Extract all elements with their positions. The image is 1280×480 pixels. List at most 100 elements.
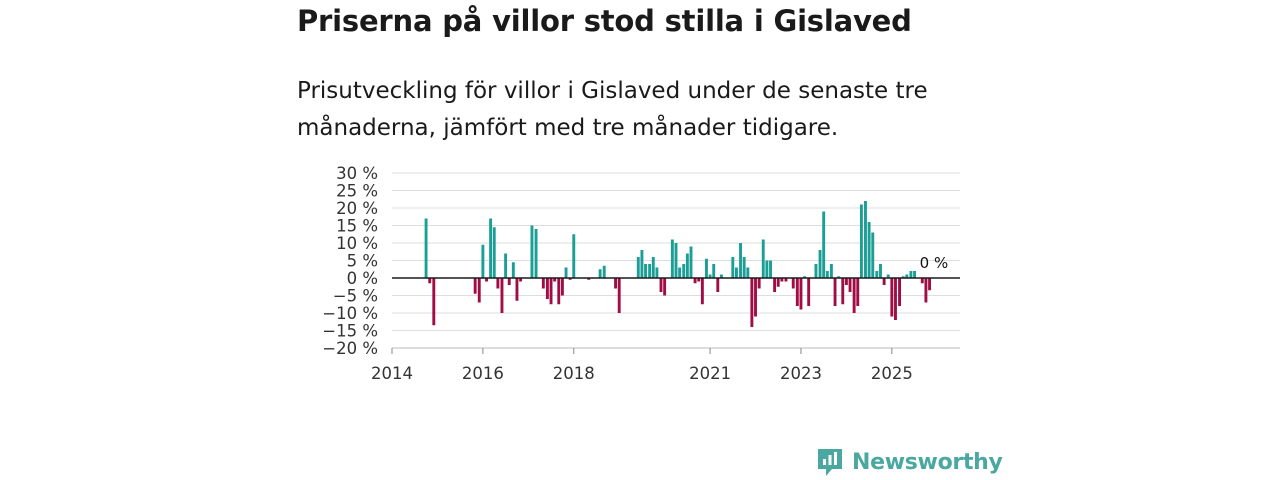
bar (803, 276, 807, 278)
bar (704, 258, 708, 278)
bar (541, 278, 545, 289)
bar (485, 278, 488, 282)
bar (648, 264, 652, 278)
bar (678, 267, 682, 278)
bar (602, 265, 606, 278)
bar (898, 278, 902, 306)
bar (837, 276, 841, 278)
bars (424, 201, 936, 327)
newsworthy-icon (818, 449, 842, 476)
bar (424, 218, 428, 278)
bar (879, 264, 882, 278)
bar (848, 278, 852, 292)
bar (504, 253, 508, 278)
bar (685, 253, 689, 278)
bar (822, 211, 826, 278)
x-tick-label: 2021 (689, 364, 731, 383)
bar (545, 278, 549, 299)
bar (734, 267, 738, 278)
y-tick-label: 5 % (347, 252, 378, 271)
labels: 30 %25 %20 %15 %10 %5 %0 %−5 %−10 %−15 %… (322, 164, 948, 383)
bar (841, 278, 845, 305)
x-tick-label: 2018 (553, 364, 595, 383)
bar (844, 278, 848, 285)
bar (492, 227, 496, 278)
bar (712, 264, 716, 278)
bar (700, 278, 704, 305)
x-tick-label: 2023 (780, 364, 822, 383)
y-tick-label: 10 % (336, 234, 378, 253)
bar (659, 278, 663, 292)
bar (780, 278, 784, 282)
bar (614, 278, 618, 289)
bar (697, 278, 701, 282)
bar (553, 278, 557, 282)
bar (617, 278, 621, 313)
bar (814, 264, 818, 278)
bar (852, 278, 856, 313)
bar (890, 278, 894, 317)
bar (557, 278, 561, 305)
bar (500, 278, 504, 313)
bar (640, 250, 644, 278)
bar (807, 278, 811, 306)
bar (496, 278, 500, 289)
y-tick-label: −15 % (322, 322, 378, 341)
bar (689, 246, 693, 278)
y-tick-label: −5 % (333, 287, 378, 306)
bar (515, 278, 519, 301)
bar (776, 278, 780, 287)
bar (765, 260, 769, 278)
bar (473, 278, 477, 294)
y-tick-label: 0 % (347, 269, 378, 288)
bar (598, 269, 602, 278)
bar (742, 257, 746, 278)
bar (773, 278, 777, 292)
bar (636, 257, 640, 278)
bar (519, 278, 523, 282)
y-tick-label: 15 % (336, 217, 378, 236)
bar (428, 278, 432, 284)
bar (754, 278, 757, 317)
bar (655, 267, 659, 278)
bar (568, 278, 572, 280)
y-tick-label: −20 % (322, 339, 378, 358)
bar (489, 218, 493, 278)
bar (825, 271, 829, 278)
bar (920, 278, 924, 284)
bar (507, 278, 511, 285)
newsworthy-logo[interactable]: Newsworthy (816, 447, 1003, 477)
y-tick-label: 25 % (336, 182, 378, 201)
y-tick-label: 30 % (336, 164, 378, 183)
axes (391, 277, 960, 354)
bar (795, 278, 799, 306)
bar (761, 239, 765, 278)
y-tick-label: −10 % (322, 304, 378, 323)
bar (791, 278, 795, 289)
bar (901, 276, 905, 278)
bar (739, 243, 742, 278)
bar (731, 257, 735, 278)
bar (481, 244, 485, 278)
bar (769, 260, 772, 278)
bar (719, 274, 723, 278)
bar (534, 229, 538, 278)
bar (477, 278, 481, 303)
bar (799, 278, 803, 310)
bar (784, 278, 788, 282)
bar (432, 278, 436, 326)
last-value-label: 0 % (920, 254, 949, 272)
bar (644, 264, 648, 278)
bar (670, 239, 674, 278)
bar (708, 274, 712, 278)
bar (746, 267, 750, 278)
bar (909, 271, 913, 278)
x-tick-label: 2025 (871, 364, 913, 383)
bar (530, 225, 534, 278)
chart-title: Priserna på villor stod stilla i Gislave… (297, 4, 912, 38)
bar (924, 278, 928, 303)
bar (560, 278, 564, 296)
bar (856, 278, 860, 306)
bar (829, 264, 833, 278)
bar (864, 201, 867, 278)
